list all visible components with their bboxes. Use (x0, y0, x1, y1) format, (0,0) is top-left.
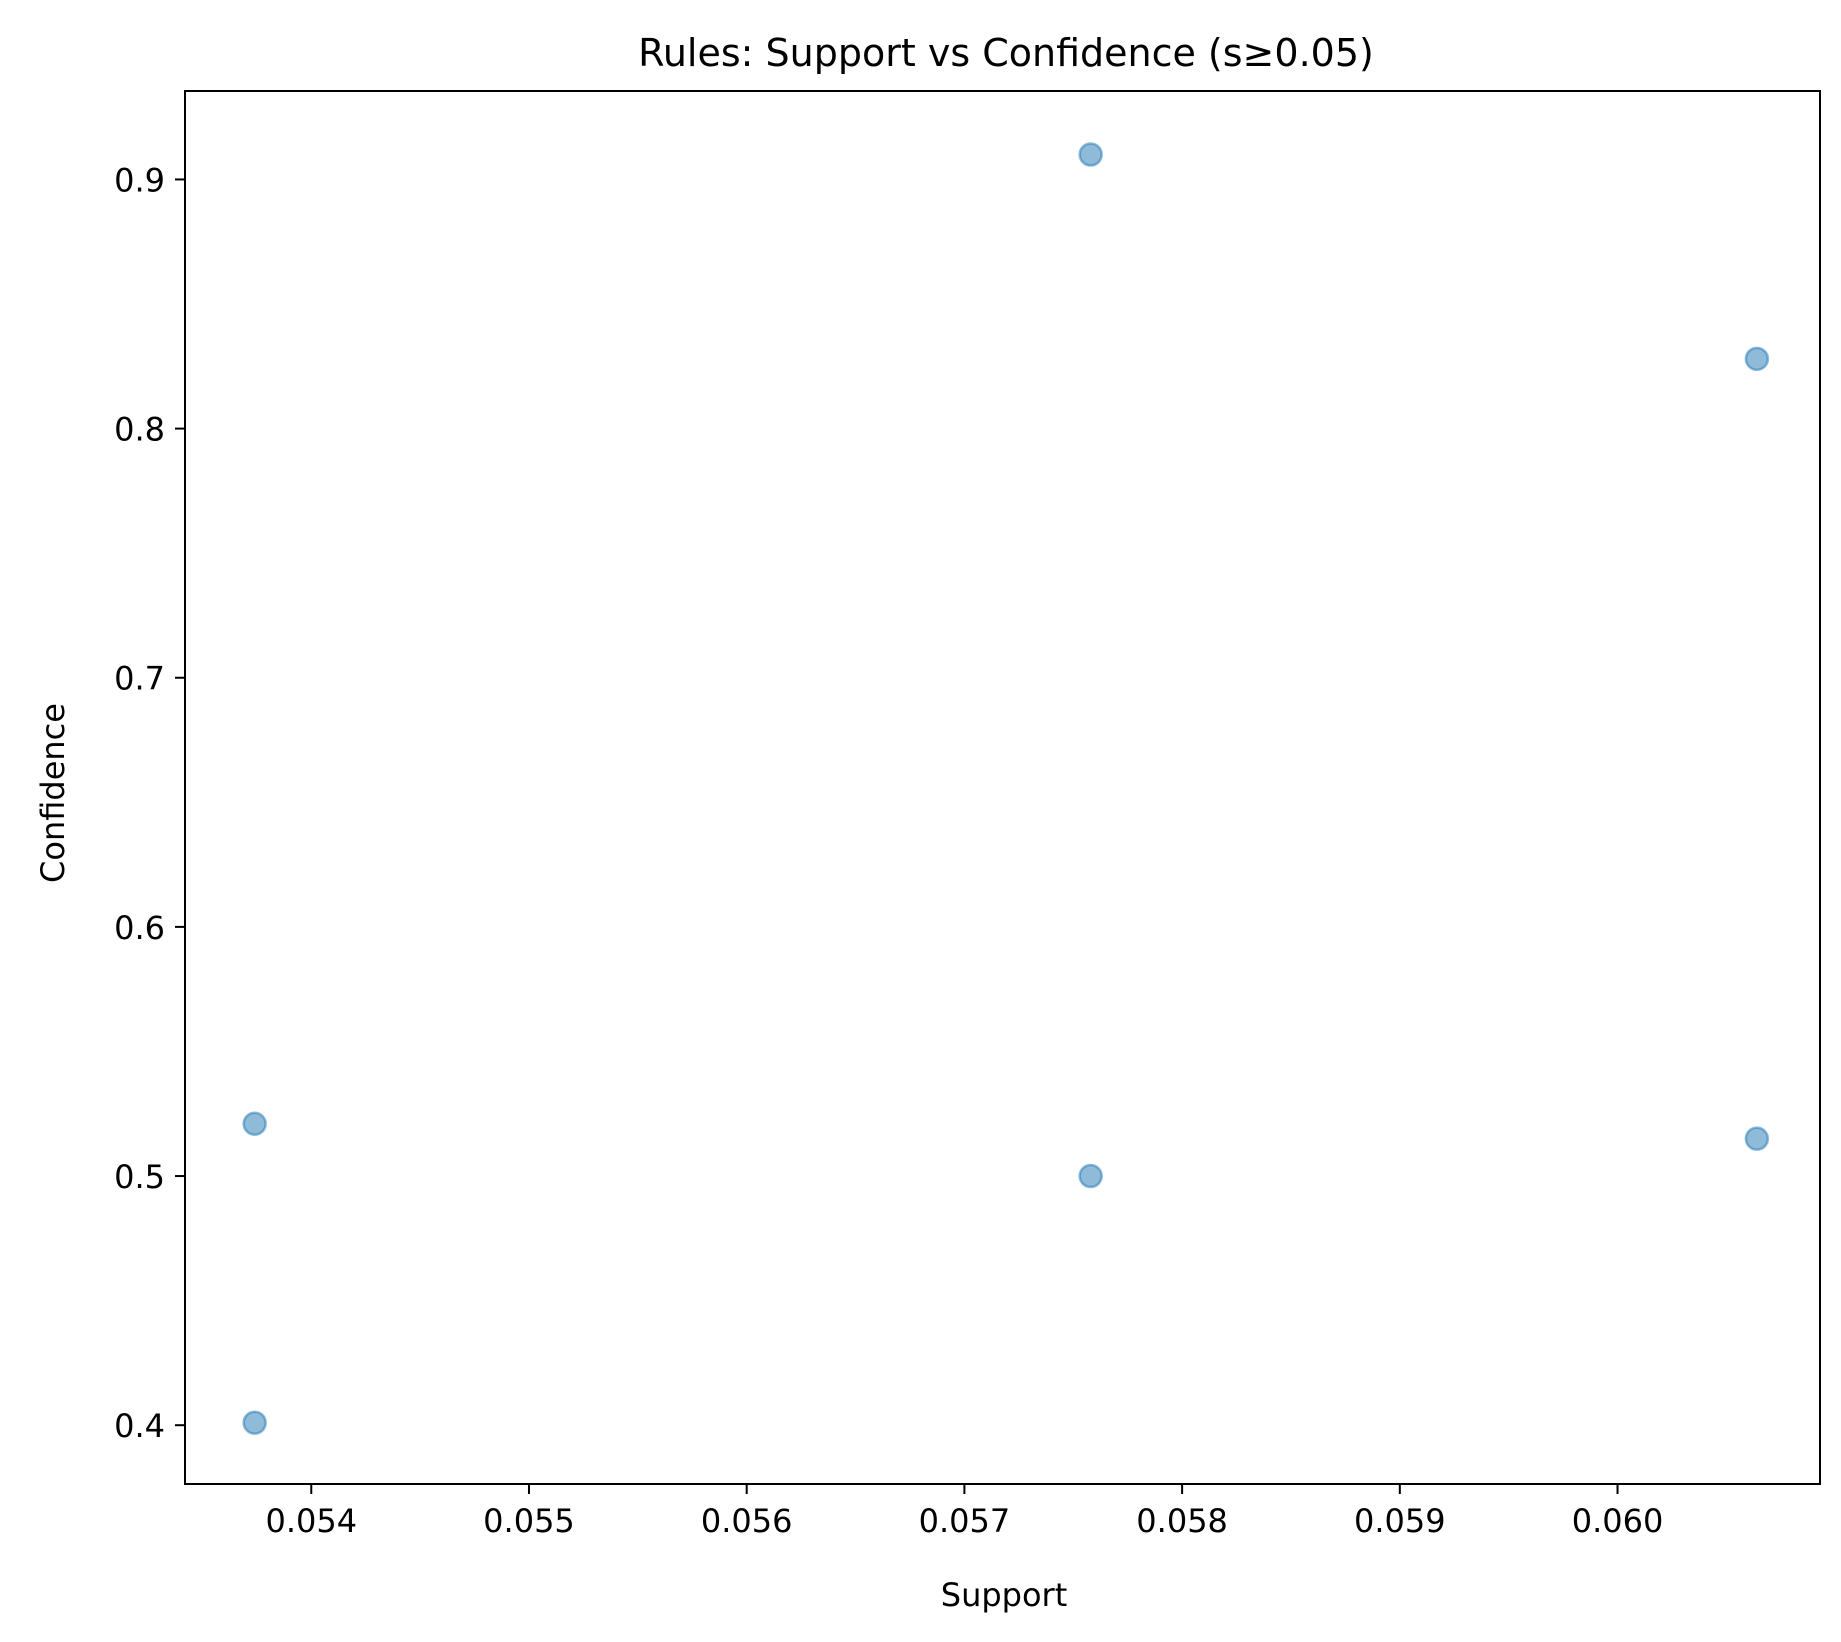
plot-frame (184, 90, 1821, 1485)
x-tick-label: 0.054 (265, 1502, 357, 1540)
y-tick-label: 0.7 (114, 660, 165, 698)
data-point (242, 1410, 267, 1435)
x-tick-label: 0.055 (483, 1502, 575, 1540)
data-point (1744, 346, 1770, 372)
y-tick-label: 0.4 (114, 1407, 165, 1445)
y-tick-label: 0.9 (114, 161, 165, 199)
data-point (1078, 142, 1103, 167)
chart-title: Rules: Support vs Confidence (s≥0.05) (638, 31, 1374, 75)
x-tick-label: 0.058 (1136, 1502, 1228, 1540)
data-point (242, 1111, 267, 1136)
x-tick-label: 0.059 (1354, 1502, 1446, 1540)
data-point (1744, 1126, 1770, 1151)
x-axis-label: Support (941, 1576, 1068, 1614)
data-point (1078, 1163, 1103, 1189)
y-axis-label: Confidence (34, 703, 72, 883)
plot-area: 0.054 0.055 0.056 0.057 0.058 0.059 0.060 0.4 0.… (114, 90, 1821, 1540)
x-tick-label: 0.057 (919, 1502, 1011, 1540)
y-tick-label: 0.6 (114, 909, 165, 947)
x-tick-label: 0.056 (701, 1502, 793, 1540)
x-tick-label: 0.060 (1572, 1502, 1664, 1540)
y-tick-label: 0.5 (114, 1158, 165, 1196)
y-tick-label: 0.8 (114, 411, 165, 449)
